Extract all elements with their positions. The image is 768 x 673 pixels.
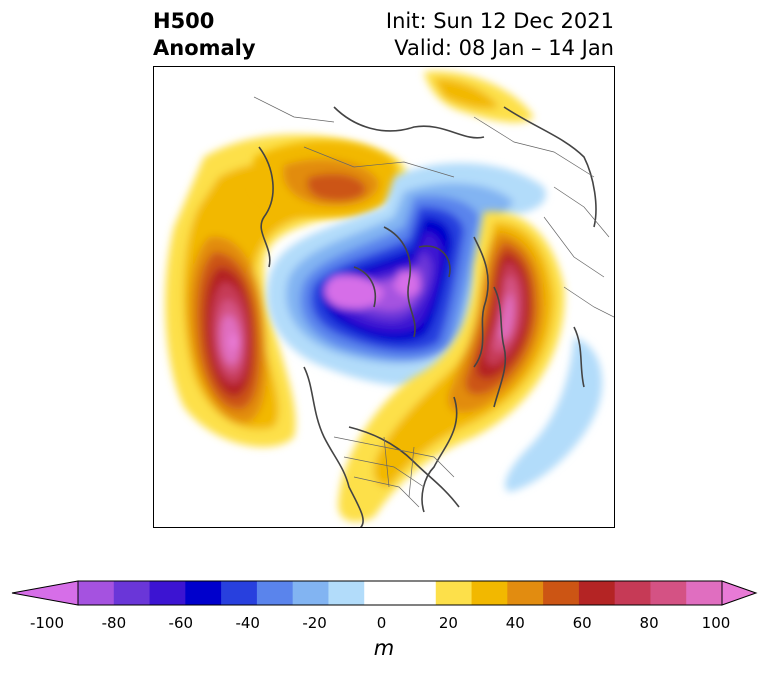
colorbar-tick-label: -20	[302, 614, 327, 632]
north-positive-anomaly	[254, 71, 534, 218]
colorbar-left-extend-outline	[11, 580, 79, 606]
central-negative-anomaly	[266, 163, 546, 386]
colorbar-bin	[400, 581, 437, 605]
valid-range: Valid: 08 Jan – 14 Jan	[394, 36, 614, 60]
colorbar-tick-label: -60	[168, 614, 194, 632]
unit-label: m	[373, 636, 395, 660]
atlantic-positive-anomaly	[338, 211, 565, 522]
colorbar-bin	[435, 581, 473, 605]
colorbar-bin	[686, 581, 723, 605]
colorbar-bin	[256, 581, 294, 605]
colorbar-bin	[364, 581, 401, 605]
colorbar-tick-label: -80	[101, 614, 127, 632]
colorbar-bin	[543, 581, 580, 605]
colorbar-bin	[149, 581, 186, 605]
colorbar-bin	[221, 581, 258, 605]
colorbar	[11, 580, 758, 606]
colorbar-tick-label: -100	[29, 614, 65, 632]
colorbar-tick-label: 20	[438, 614, 458, 632]
colorbar-bin	[185, 581, 222, 605]
anomaly-label: Anomaly	[153, 36, 256, 60]
colorbar-segments	[12, 581, 756, 605]
variable-label: H500	[153, 9, 215, 33]
colorbar-bin	[614, 581, 651, 605]
polar-map-svg	[165, 71, 614, 527]
eastern-negative-anomaly	[505, 337, 603, 492]
coastlines	[258, 106, 597, 527]
colorbar-tick-label: 100	[701, 614, 731, 632]
init-date: Init: Sun 12 Dec 2021	[385, 9, 614, 33]
colorbar-tick-label: 60	[572, 614, 592, 632]
colorbar-bin	[650, 581, 687, 605]
colorbar-tick-label: -40	[235, 614, 260, 632]
date-info: Init: Sun 12 Dec 2021 Valid: 08 Jan – 14…	[386, 8, 614, 62]
colorbar-bin	[578, 581, 616, 605]
colorbar-bin	[507, 581, 544, 605]
colorbar-extend-low	[12, 581, 78, 605]
colorbar-tick-label: 0	[376, 614, 387, 632]
map-title: H500 Anomaly	[153, 8, 256, 62]
political-borders	[253, 96, 614, 508]
colorbar-tick-label: 40	[505, 614, 525, 632]
colorbar-extend-high	[722, 581, 756, 605]
colorbar-right-extend-outline	[721, 580, 758, 606]
anomaly-map	[153, 66, 615, 528]
colorbar-bin	[78, 581, 115, 605]
colorbar-bin	[328, 581, 365, 605]
colorbar-bin	[113, 581, 151, 605]
colorbar-bin	[471, 581, 508, 605]
colorbar-tick-label: 80	[639, 614, 659, 632]
colorbar-bin	[292, 581, 329, 605]
